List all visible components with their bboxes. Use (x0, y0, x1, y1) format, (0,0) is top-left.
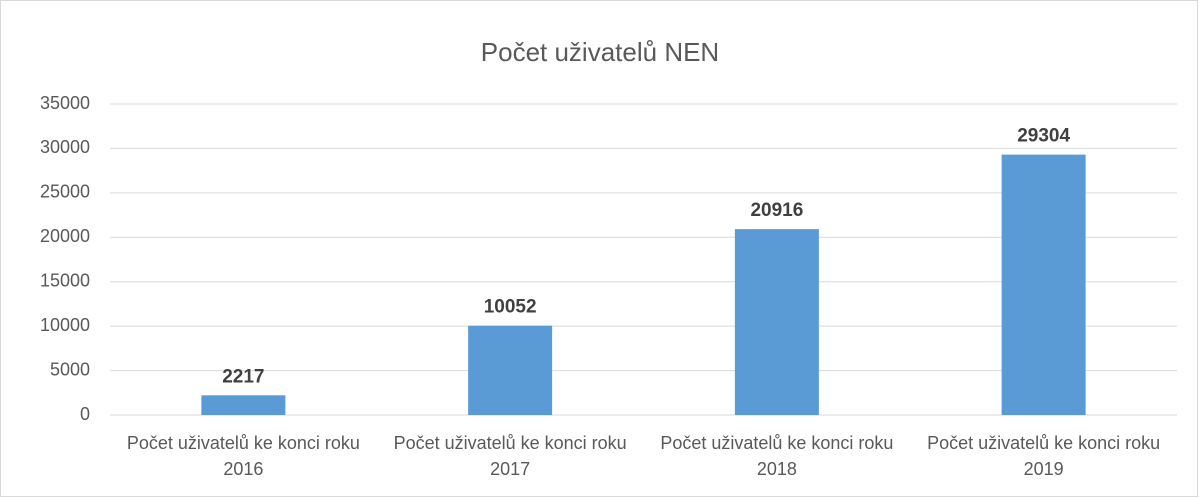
y-tick-label: 20000 (40, 226, 90, 246)
chart-title: Počet uživatelů NEN (481, 37, 719, 67)
bar (468, 325, 553, 415)
bar (734, 229, 819, 415)
y-tick-label: 0 (80, 404, 90, 424)
x-tick-label: Počet uživatelů ke konci roku 2018 (660, 433, 894, 479)
y-tick-label: 25000 (40, 182, 90, 202)
x-tick-label: Počet uživatelů ke konci roku 2019 (927, 433, 1161, 479)
x-tick-label: Počet uživatelů ke konci roku 2016 (126, 433, 360, 479)
bar (1001, 154, 1086, 415)
y-tick-label: 30000 (40, 137, 90, 157)
y-tick-label: 35000 (40, 93, 90, 113)
y-tick-label: 5000 (50, 359, 90, 379)
data-label: 2217 (222, 366, 264, 387)
y-tick-label: 15000 (40, 270, 90, 290)
bar (201, 395, 286, 415)
x-tick-label: Počet uživatelů ke konci roku 2017 (393, 433, 627, 479)
y-tick-label: 10000 (40, 315, 90, 335)
data-label: 20916 (750, 200, 803, 221)
data-label: 29304 (1017, 126, 1070, 147)
data-label: 10052 (484, 297, 537, 318)
